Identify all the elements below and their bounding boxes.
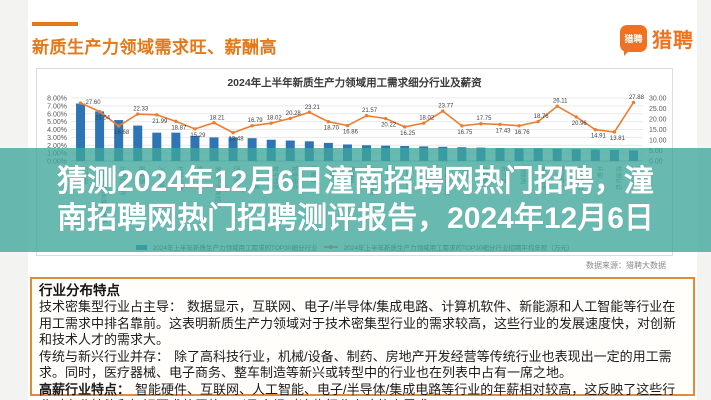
- title-accent-dash: [32, 22, 78, 26]
- liepin-logo-text: 猎聘: [652, 30, 694, 52]
- svg-text:26.11: 26.11: [553, 99, 568, 105]
- svg-text:20.96: 20.96: [572, 121, 588, 127]
- svg-text:17.75: 17.75: [476, 116, 492, 122]
- svg-text:8.00%: 8.00%: [47, 96, 67, 103]
- svg-text:13.48: 13.48: [229, 137, 245, 143]
- svg-text:13.81: 13.81: [610, 136, 626, 142]
- svg-text:7.00%: 7.00%: [47, 103, 67, 110]
- data-source-note: 数据来源：猎聘大数据: [586, 261, 666, 270]
- svg-text:15.29: 15.29: [190, 133, 206, 139]
- headline-line-2: 南招聘网热门招聘测评报告，2024年12月6日: [57, 202, 654, 235]
- svg-text:23.77: 23.77: [438, 104, 454, 110]
- paragraph-body: 数据显示，互联网、电子/半导体/集成电路、计算机软件、新能源和人工智能等行业在用…: [39, 299, 677, 347]
- liepin-logo-icon: 猎聘: [620, 25, 647, 56]
- svg-text:30.00: 30.00: [649, 96, 667, 103]
- svg-text:16.68: 16.68: [114, 130, 130, 136]
- svg-text:18.02: 18.02: [267, 116, 283, 122]
- svg-text:2.00%: 2.00%: [47, 143, 67, 150]
- headline-overlay: 猜测2024年12月6日潼南招聘网热门招聘，潼 南招聘网热门招聘测评报告，202…: [0, 148, 711, 252]
- svg-text:16.25: 16.25: [400, 131, 416, 137]
- analysis-paragraph-traditional: 传统与新兴行业并存： 除了高科技行业，机械/设备、制药、房地产开发经营等传统行业也…: [39, 349, 686, 382]
- svg-text:16.76: 16.76: [515, 130, 531, 136]
- svg-text:23.21: 23.21: [305, 105, 321, 111]
- paragraph-lead: 高薪行业特点：: [39, 381, 131, 397]
- svg-text:5.00%: 5.00%: [47, 119, 67, 126]
- paragraph-body: 除了高科技行业，机械/设备、制药、房地产开发经营等传统行业也表现出一定的用工需求…: [39, 348, 672, 381]
- svg-text:25.00: 25.00: [649, 106, 667, 113]
- svg-text:16.79: 16.79: [248, 118, 264, 124]
- svg-text:27.60: 27.60: [86, 100, 102, 106]
- svg-text:20.00: 20.00: [649, 117, 667, 124]
- analysis-paragraph-tech: 技术密集型行业占主导： 数据显示，互联网、电子/半导体/集成电路、计算机软件、新能…: [39, 299, 686, 349]
- paragraph-lead: 传统与新兴行业并存：: [39, 348, 170, 364]
- headline-line-1: 猜测2024年12月6日潼南招聘网热门招聘，潼: [57, 165, 654, 198]
- svg-text:18.87: 18.87: [171, 125, 187, 131]
- paragraph-lead: 技术密集型行业占主导：: [39, 299, 183, 314]
- industry-analysis-box: 行业分布特点 技术密集型行业占主导： 数据显示，互联网、电子/半导体/集成电路、计…: [30, 277, 695, 400]
- svg-text:20.22: 20.22: [381, 123, 397, 129]
- svg-text:17.43: 17.43: [495, 128, 511, 134]
- analysis-paragraph-salary: 高薪行业特点： 智能硬件、互联网、人工智能、电子/半导体/集成电路等行业的年薪相对…: [39, 382, 686, 400]
- svg-text:22.33: 22.33: [133, 107, 149, 113]
- svg-text:14.91: 14.91: [591, 134, 607, 140]
- paragraph-body: 智能硬件、互联网、人工智能、电子/半导体/集成电路等行业的年薪相对较高，这反映了…: [39, 381, 676, 400]
- chart-title: 2024年上半年新质生产力领域用工需求细分行业及薪资: [227, 77, 482, 89]
- svg-text:16.86: 16.86: [343, 130, 359, 136]
- svg-text:18.76: 18.76: [534, 114, 550, 120]
- svg-text:15.00: 15.00: [649, 127, 667, 134]
- svg-text:10.00: 10.00: [649, 138, 667, 145]
- svg-text:23.54: 23.54: [95, 116, 111, 122]
- svg-text:3.00%: 3.00%: [47, 135, 67, 142]
- svg-text:18.02: 18.02: [419, 116, 435, 122]
- svg-text:27.88: 27.88: [629, 95, 645, 101]
- svg-text:20.28: 20.28: [286, 111, 302, 117]
- svg-text:16.75: 16.75: [457, 130, 473, 136]
- svg-text:4.00%: 4.00%: [47, 127, 67, 134]
- svg-text:21.57: 21.57: [362, 108, 378, 114]
- svg-text:21.99: 21.99: [152, 119, 168, 125]
- analysis-heading: 行业分布特点: [39, 283, 120, 298]
- svg-text:18.21: 18.21: [209, 115, 225, 121]
- svg-text:18.70: 18.70: [324, 126, 340, 132]
- page-title: 新质生产力领域需求旺、薪酬高: [32, 38, 277, 57]
- svg-text:6.00%: 6.00%: [47, 111, 67, 118]
- liepin-logo[interactable]: 猎聘 猎聘: [620, 24, 694, 56]
